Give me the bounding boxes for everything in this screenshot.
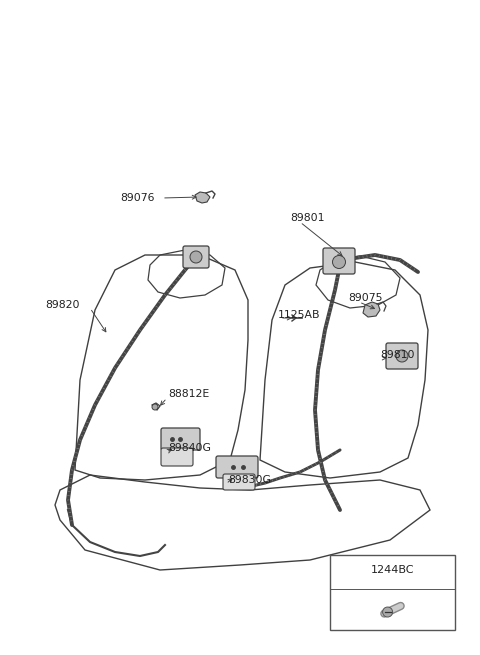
FancyBboxPatch shape [223, 474, 255, 490]
Text: 89810: 89810 [380, 350, 415, 360]
FancyBboxPatch shape [161, 448, 193, 466]
Bar [330, 555, 455, 630]
Text: 88812E: 88812E [168, 389, 209, 399]
Text: 89830G: 89830G [228, 475, 271, 485]
Polygon shape [195, 192, 210, 203]
Text: 89820: 89820 [45, 300, 80, 310]
Text: 1125AB: 1125AB [278, 310, 321, 320]
FancyBboxPatch shape [386, 343, 418, 369]
Ellipse shape [333, 255, 346, 269]
Polygon shape [363, 302, 380, 317]
FancyBboxPatch shape [216, 456, 258, 478]
Ellipse shape [396, 350, 408, 362]
FancyBboxPatch shape [161, 428, 200, 450]
Ellipse shape [190, 251, 202, 263]
Ellipse shape [383, 607, 393, 617]
FancyBboxPatch shape [323, 248, 355, 274]
Text: 89076: 89076 [120, 193, 155, 203]
FancyBboxPatch shape [183, 246, 209, 268]
Text: 89840G: 89840G [168, 443, 211, 453]
Text: 89075: 89075 [348, 293, 383, 303]
Ellipse shape [152, 404, 158, 410]
Text: 89801: 89801 [290, 213, 324, 223]
Text: 1244BC: 1244BC [371, 565, 414, 575]
